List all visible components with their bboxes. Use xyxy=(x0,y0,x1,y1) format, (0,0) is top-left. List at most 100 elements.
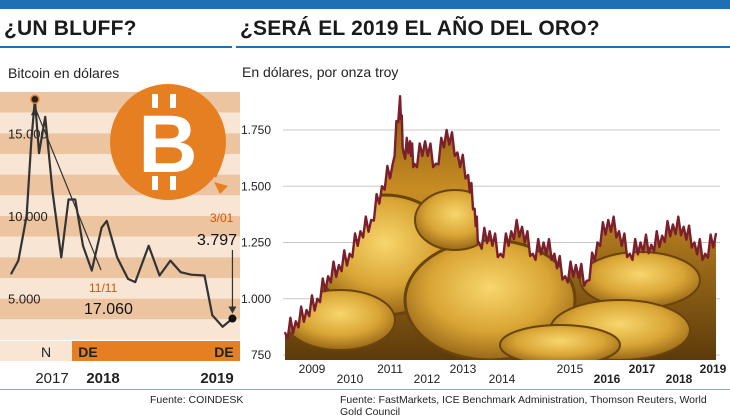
bitcoin-data-point xyxy=(38,152,40,154)
bitcoin-x-year-label: 2018 xyxy=(86,370,119,387)
bitcoin-last-marker xyxy=(228,314,237,323)
gold-data-point xyxy=(499,252,502,255)
gold-data-point xyxy=(316,297,319,300)
gold-data-point xyxy=(650,243,653,246)
bitcoin-x-month-label: DE xyxy=(78,344,97,360)
gold-y-axis: 750 1.000 1.250 1.500 1.750 xyxy=(241,123,271,362)
gold-data-point xyxy=(359,230,362,233)
bitcoin-data-point xyxy=(25,215,28,217)
gold-x-tick-label: 2018 xyxy=(666,372,693,386)
gold-data-point xyxy=(381,185,383,188)
bitcoin-data-point xyxy=(190,273,192,276)
bitcoin-data-point xyxy=(221,325,224,328)
bitcoin-peak-date: 11/11 xyxy=(89,281,118,295)
gold-price-line xyxy=(283,95,718,340)
gold-x-tick-label: 2016 xyxy=(594,372,621,386)
gold-data-point xyxy=(542,241,545,244)
gold-data-point xyxy=(327,275,329,278)
gold-x-tick-label: 2010 xyxy=(337,372,364,386)
bitcoin-y-tick-label: 10.000 xyxy=(8,209,48,224)
bitcoin-data-point xyxy=(74,198,77,201)
gold-data-point xyxy=(473,207,476,210)
gold-data-point xyxy=(348,252,351,255)
gold-data-point xyxy=(618,230,620,233)
bitcoin-data-point xyxy=(90,269,93,272)
bitcoin-peak-arrow-icon xyxy=(30,107,39,116)
bitcoin-panel-title: ¿UN BLUFF? xyxy=(4,17,137,40)
gold-data-point xyxy=(402,151,405,154)
bitcoin-x-axis: N DE DE 2017 2018 2019 xyxy=(35,344,233,387)
gold-coins-area xyxy=(285,100,716,360)
bitcoin-last-value: 3.797 xyxy=(197,232,237,249)
gold-axis-title: En dólares, por onza troy xyxy=(242,64,399,80)
gold-x-tick-label: 2017 xyxy=(629,362,656,376)
gold-data-point xyxy=(435,162,437,165)
bitcoin-grid-band xyxy=(0,278,240,299)
gold-data-point xyxy=(553,252,556,255)
bitcoin-series xyxy=(10,98,234,328)
gold-data-point xyxy=(488,230,491,233)
gold-x-tick-label: 2009 xyxy=(299,362,326,376)
gold-source: Fuente: FastMarkets, ICE Benchmark Admin… xyxy=(340,394,707,418)
gold-data-point xyxy=(693,241,696,244)
bitcoin-data-point xyxy=(169,259,172,262)
bitcoin-data-point xyxy=(67,198,70,201)
gold-data-point xyxy=(338,264,340,266)
bitcoin-data-point xyxy=(82,244,84,247)
gold-data-point xyxy=(424,140,426,143)
gold-data-point xyxy=(639,241,642,244)
bitcoin-y-tick-label: 5.000 xyxy=(8,292,41,307)
bitcoin-data-point xyxy=(179,271,182,274)
gold-data-point xyxy=(370,219,373,221)
gold-data-point xyxy=(413,162,416,165)
bitcoin-data-point xyxy=(116,256,118,259)
gold-data-point xyxy=(510,230,513,233)
svg-text:B: B xyxy=(138,99,197,190)
gold-y-tick-label: 1.250 xyxy=(241,236,271,250)
bitcoin-data-point xyxy=(158,274,161,277)
bitcoin-x-month-label: DE xyxy=(214,344,233,360)
gold-data-point xyxy=(445,129,448,131)
gold-data-point xyxy=(294,320,297,323)
bitcoin-peak-marker xyxy=(30,94,40,105)
bitcoin-source: Fuente: COINDESK xyxy=(150,394,244,406)
gold-data-point xyxy=(399,95,401,98)
bitcoin-x-year-label: 2019 xyxy=(200,370,233,387)
gold-data-point xyxy=(456,151,459,154)
bitcoin-data-point xyxy=(17,259,20,262)
bitcoin-axis-title: Bitcoin en dólares xyxy=(8,65,120,81)
bitcoin-x-year-label: 2017 xyxy=(35,370,68,387)
gold-data-point xyxy=(607,219,610,221)
gold-x-tick-label: 2015 xyxy=(557,362,584,376)
bitcoin-grid-band xyxy=(0,319,240,340)
top-accent-bar xyxy=(0,0,730,9)
gold-data-point xyxy=(521,225,523,228)
bitcoin-data-point xyxy=(60,256,63,259)
gold-series xyxy=(283,95,718,340)
gold-data-point xyxy=(629,252,631,255)
gold-data-point xyxy=(391,162,394,165)
gold-title-rule xyxy=(236,46,730,48)
gold-data-point xyxy=(284,331,286,334)
bitcoin-data-point xyxy=(134,281,137,283)
gold-data-point xyxy=(409,140,411,143)
gold-x-tick-label: 2011 xyxy=(377,362,403,376)
gold-data-point xyxy=(478,241,480,244)
gold-x-tick-label: 2013 xyxy=(450,362,477,376)
bitcoin-data-point xyxy=(147,244,150,247)
bitcoin-data-point xyxy=(127,278,129,280)
bitcoin-grid-band xyxy=(0,298,240,320)
gold-data-point xyxy=(661,234,663,237)
bitcoin-peak-value: 17.060 xyxy=(84,301,133,318)
bitcoin-data-point xyxy=(203,274,206,277)
gold-x-tick-label: 2012 xyxy=(414,372,441,386)
bitcoin-data-point xyxy=(211,314,214,317)
gold-y-tick-label: 750 xyxy=(251,348,271,362)
gold-data-point xyxy=(532,252,534,255)
bitcoin-grid-band xyxy=(0,216,240,237)
bitcoin-x-month-label: N xyxy=(41,344,51,360)
gold-data-point xyxy=(575,264,577,266)
source-rule xyxy=(0,389,730,390)
gold-data-point xyxy=(672,223,674,226)
gold-y-tick-label: 1.500 xyxy=(241,179,271,193)
